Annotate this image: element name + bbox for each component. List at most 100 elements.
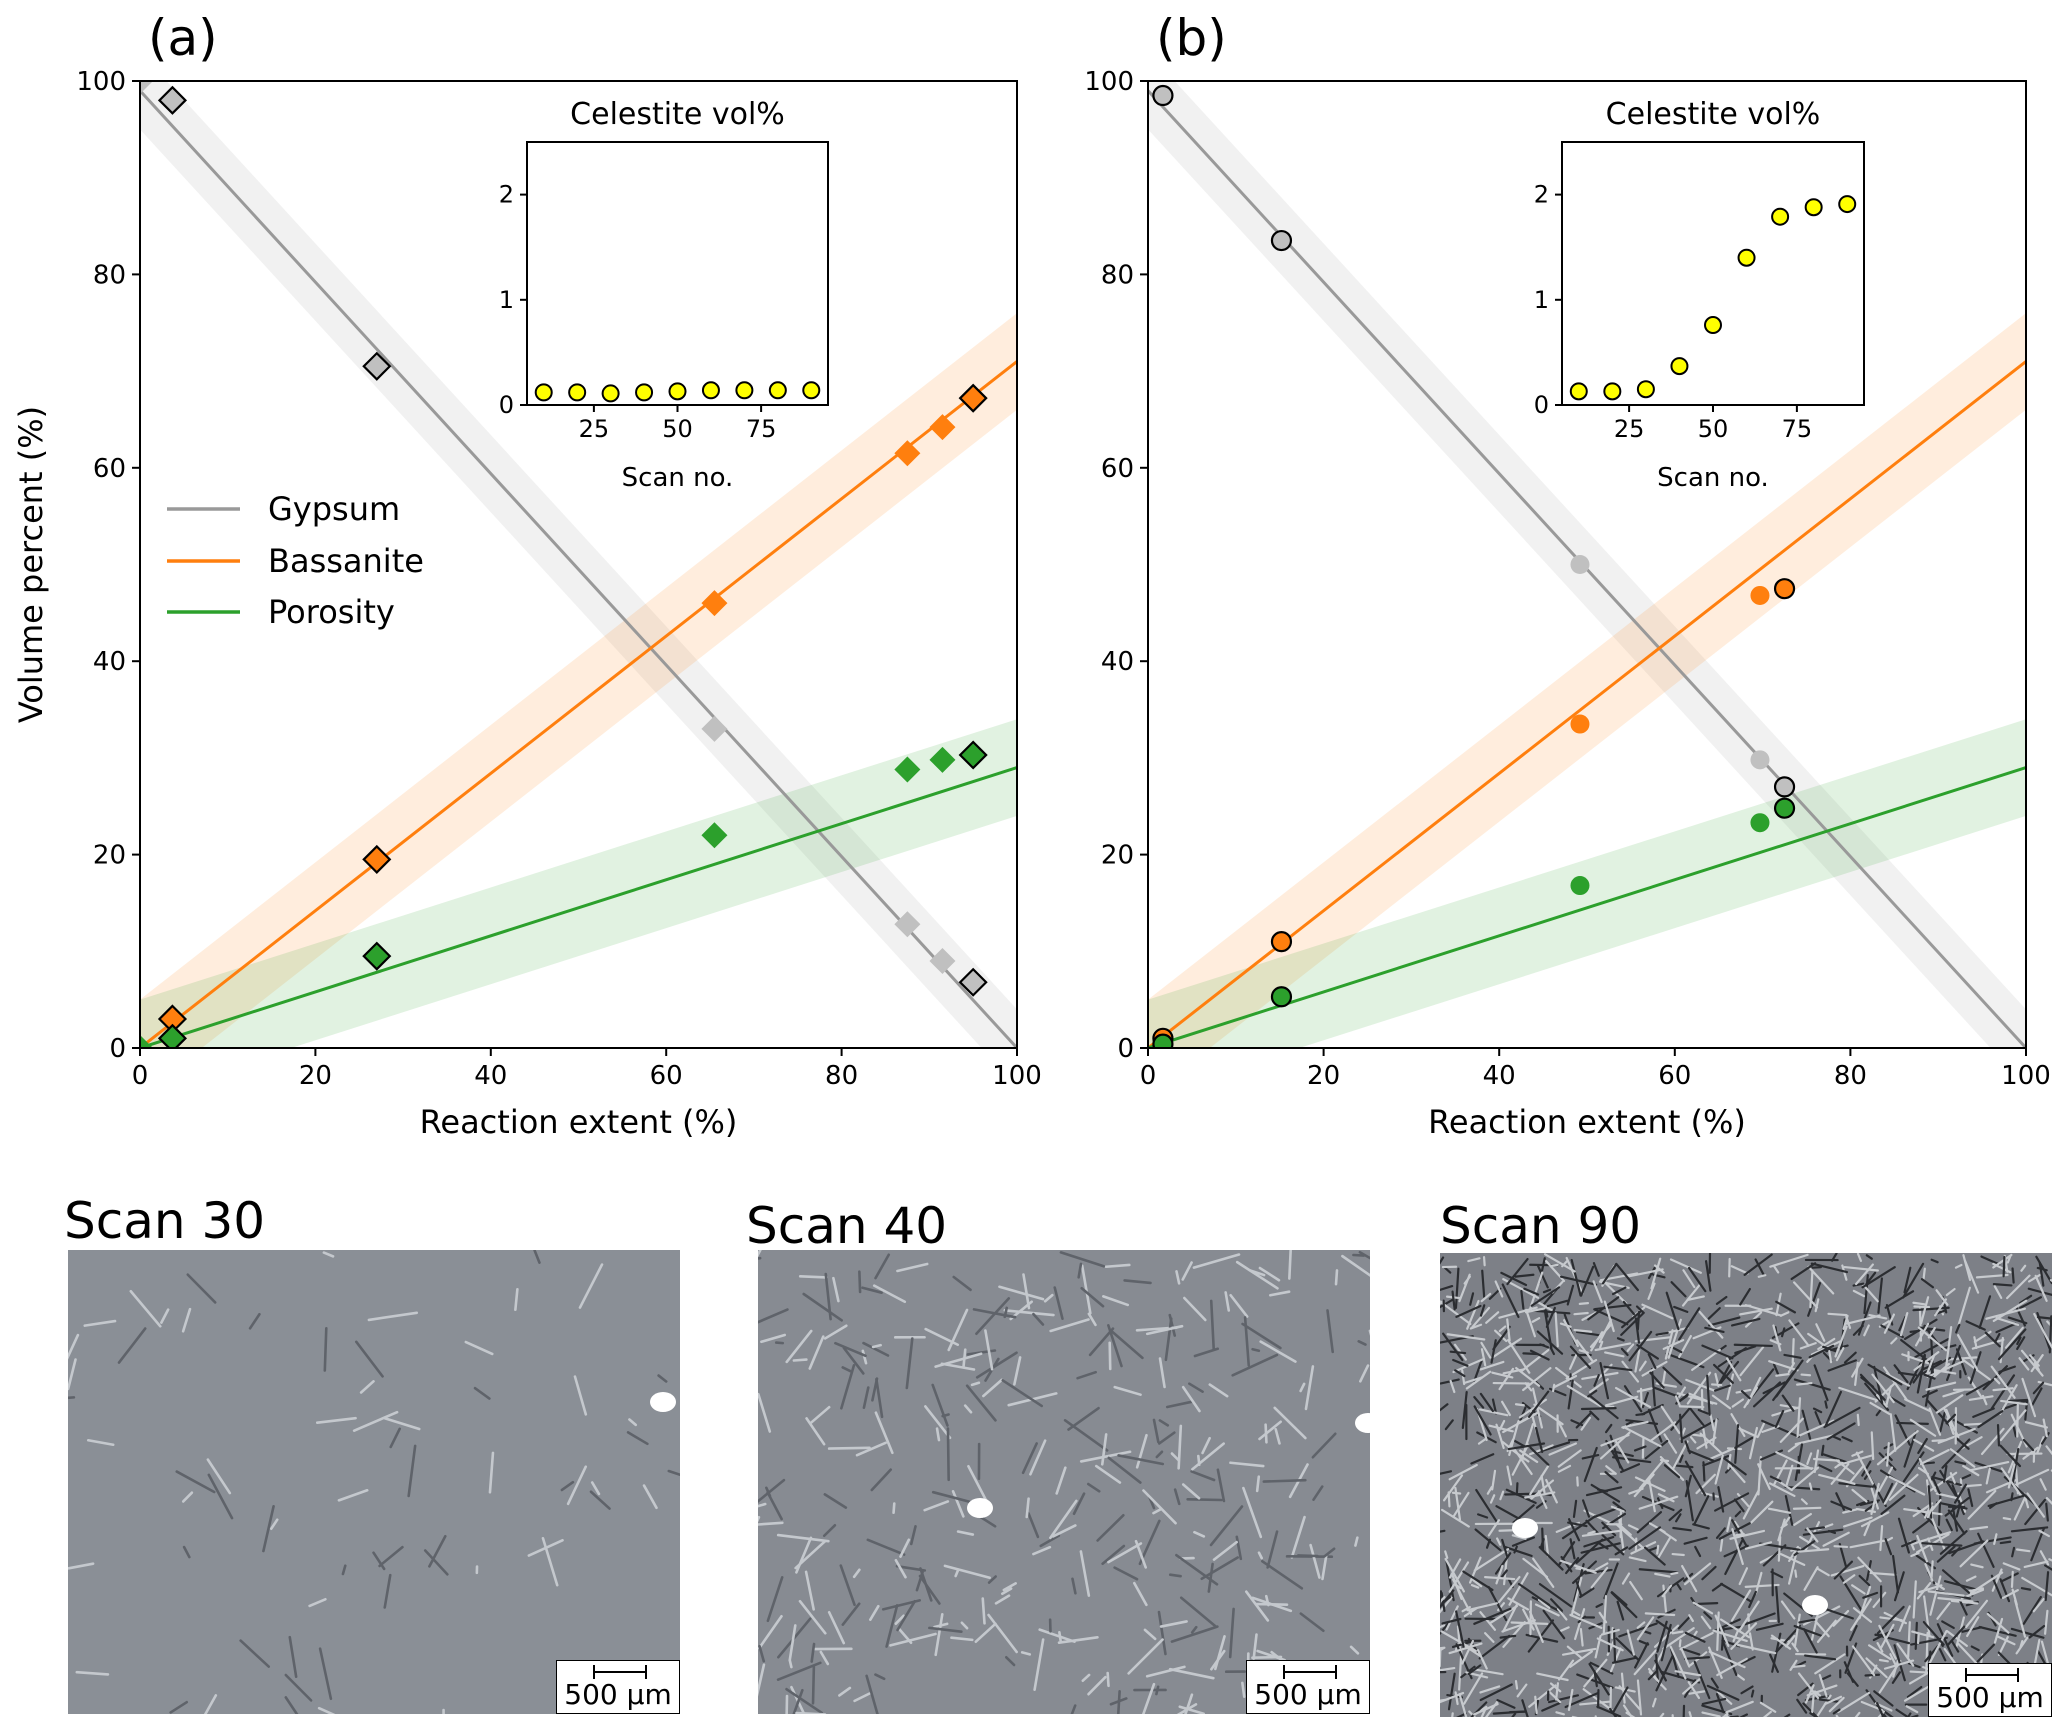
gypsum-point <box>1773 776 1796 798</box>
panel-label: (a) <box>148 9 218 67</box>
y-tick-label: 100 <box>76 67 126 97</box>
bassanite-trend-line <box>1148 360 2026 1048</box>
scan-90-image: 500 µm <box>1440 1253 2052 1717</box>
celestite-point <box>768 381 787 400</box>
scale-bar: 500 µm <box>1928 1663 2052 1717</box>
inset-x-tick-label: 75 <box>1782 415 1813 443</box>
gypsum-point <box>157 85 188 115</box>
y-tick-label: 80 <box>93 260 126 290</box>
celestite-point <box>735 381 754 400</box>
celestite-point <box>1636 380 1655 399</box>
porosity-trend-line <box>1148 766 2026 1048</box>
porosity-point <box>894 756 921 783</box>
micrograph-texture <box>68 1250 680 1714</box>
scale-bar-label: 500 µm <box>1254 1678 1362 1711</box>
gypsum-point <box>701 715 728 742</box>
bright-grain <box>1512 1518 1538 1538</box>
celestite-point <box>534 383 553 402</box>
y-tick-label: 0 <box>1117 1034 1134 1064</box>
celestite-point <box>1603 382 1622 401</box>
y-tick-label: 80 <box>1101 260 1134 290</box>
inset-chart: 25 50 75 0 1 2 Celestite vol% Scan no. <box>1534 97 1865 493</box>
micrograph-texture <box>1440 1253 2052 1717</box>
x-tick-label: 80 <box>825 1061 858 1091</box>
celestite-point <box>568 383 587 402</box>
bassanite-point <box>894 440 921 467</box>
y-tick-label: 40 <box>93 647 126 677</box>
bassanite-point <box>1570 714 1590 734</box>
legend-entry-gypsum: Gypsum <box>268 490 400 528</box>
bassanite-point <box>958 383 988 413</box>
inset-title: Celestite vol% <box>1606 97 1821 132</box>
gypsum-point <box>1570 555 1590 574</box>
bright-grain <box>1355 1413 1370 1433</box>
gypsum-point <box>140 81 153 94</box>
x-tick-label: 0 <box>132 1061 149 1091</box>
inset-y-tick-label: 0 <box>1534 391 1549 419</box>
bassanite-point <box>929 414 956 441</box>
inset-title: Celestite vol% <box>570 97 785 132</box>
inset-x-tick-label: 50 <box>1698 415 1729 443</box>
axes-frame <box>1147 80 2027 1049</box>
bassanite-point <box>701 590 728 617</box>
porosity-point <box>362 941 392 971</box>
inset-frame <box>526 141 829 406</box>
bassanite-point <box>1750 585 1770 605</box>
porosity-point <box>958 740 988 770</box>
porosity-point <box>1152 1033 1174 1048</box>
y-axis-label: Volume percent (%) <box>12 406 50 723</box>
x-tick-label: 20 <box>299 1061 332 1091</box>
inset-y-tick-label: 1 <box>499 286 514 314</box>
panel-label: (b) <box>1156 9 1227 67</box>
x-tick-label: 100 <box>2001 1061 2051 1091</box>
x-tick-label: 60 <box>1658 1061 1691 1091</box>
bassanite-point <box>362 844 392 874</box>
x-tick-label: 60 <box>650 1061 683 1091</box>
celestite-point <box>1569 382 1588 401</box>
legend-entry-bassanite: Bassanite <box>268 542 424 580</box>
porosity-point <box>1570 876 1590 896</box>
celestite-point <box>1704 316 1722 335</box>
x-tick-label: 0 <box>1140 1061 1157 1091</box>
scale-bar-label: 500 µm <box>564 1678 672 1711</box>
gypsum-band <box>140 81 1017 1048</box>
porosity-point <box>1270 986 1293 1008</box>
celestite-point <box>701 381 720 400</box>
bassanite-band <box>1148 313 2026 1048</box>
celestite-point <box>601 384 620 403</box>
gypsum-point <box>362 351 392 381</box>
micrograph-texture <box>758 1250 1370 1714</box>
scan-30-image: 500 µm <box>68 1250 680 1714</box>
inset-y-tick-label: 2 <box>499 181 514 209</box>
x-tick-label: 40 <box>1483 1061 1516 1091</box>
gypsum-point <box>929 947 956 974</box>
scale-bar-label: 500 µm <box>1936 1681 2044 1714</box>
inset-frame <box>1561 141 1865 406</box>
celestite-point <box>1737 248 1756 267</box>
inset-x-tick-label: 50 <box>662 415 693 443</box>
y-tick-label: 40 <box>1101 647 1134 677</box>
y-tick-label: 20 <box>1101 841 1134 871</box>
gypsum-point <box>958 967 988 997</box>
bassanite-point <box>1270 931 1293 953</box>
inset-chart: 25 50 75 0 1 2 Celestite vol% Scan no. <box>499 97 829 493</box>
scale-bar: 500 µm <box>1246 1660 1370 1714</box>
celestite-point <box>1838 195 1857 214</box>
inset-x-axis-label: Scan no. <box>1657 463 1769 493</box>
celestite-point <box>668 382 687 401</box>
bright-grain <box>650 1392 676 1412</box>
scan-30-label: Scan 30 <box>64 1192 266 1250</box>
y-tick-label: 60 <box>1101 454 1134 484</box>
porosity-point <box>929 746 956 773</box>
inset-x-axis-label: Scan no. <box>622 463 734 493</box>
celestite-point <box>1771 207 1790 226</box>
celestite-point <box>1804 198 1823 217</box>
y-tick-label: 20 <box>93 841 126 871</box>
porosity-point <box>157 1023 188 1048</box>
axes-frame <box>139 80 1018 1049</box>
celestite-point <box>802 381 821 400</box>
y-tick-label: 0 <box>109 1034 126 1064</box>
plot-area <box>140 81 1017 1048</box>
celestite-point <box>1670 357 1689 376</box>
